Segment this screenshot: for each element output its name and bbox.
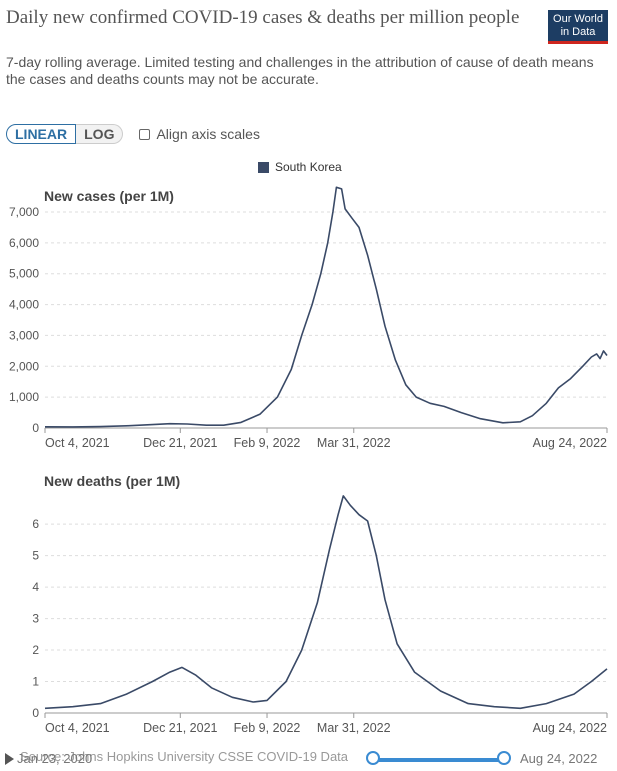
- y-tick-label: 3,000: [9, 328, 39, 342]
- y-tick-label: 4: [32, 580, 39, 594]
- panel-title: New cases (per 1M): [44, 188, 174, 204]
- timeline-start-date: Jan 23, 2020: [17, 751, 93, 766]
- scale-controls: LINEAR LOG Align axis scales: [6, 124, 260, 144]
- y-tick-label: 2,000: [9, 359, 39, 373]
- x-tick-label: Oct 4, 2021: [45, 436, 110, 450]
- logo-line-1: Our World: [553, 13, 603, 25]
- chart-subtitle: 7-day rolling average. Limited testing a…: [6, 54, 594, 87]
- timeline-end-date: Aug 24, 2022: [520, 751, 598, 766]
- y-tick-label: 1: [32, 675, 39, 689]
- y-tick-label: 0: [32, 706, 39, 720]
- x-tick-label: Mar 31, 2022: [317, 436, 391, 450]
- play-icon[interactable]: [5, 753, 14, 765]
- series-line-south-korea: [44, 495, 608, 710]
- timeline-start-handle[interactable]: [366, 751, 380, 765]
- source-text: Source: Johns Hopkins University CSSE CO…: [20, 749, 349, 764]
- x-tick-label: Dec 21, 2021: [143, 436, 217, 450]
- linear-scale-button[interactable]: LINEAR: [6, 124, 77, 144]
- legend[interactable]: South Korea: [258, 160, 342, 174]
- x-tick-label: Feb 9, 2022: [234, 436, 301, 450]
- timeline-track[interactable]: [372, 758, 504, 762]
- x-tick-label: Feb 9, 2022: [234, 721, 301, 735]
- y-tick-label: 5,000: [9, 267, 39, 281]
- panel-title: New deaths (per 1M): [44, 473, 180, 489]
- series-line-south-korea: [44, 186, 608, 428]
- y-tick-label: 0: [32, 421, 39, 435]
- x-tick-label: Oct 4, 2021: [45, 721, 110, 735]
- charts-area: New cases (per 1M) 0 1,000 2,000 3,000 4,000 5…: [9, 186, 608, 735]
- x-tick-label: Mar 31, 2022: [317, 721, 391, 735]
- chart-title: Daily new confirmed COVID-19 cases & dea…: [6, 7, 520, 28]
- y-tick-label: 3: [32, 612, 39, 626]
- footer-bar: Source: Johns Hopkins University CSSE CO…: [0, 748, 617, 771]
- timeline-end-handle[interactable]: [497, 751, 511, 765]
- align-axis-checkbox[interactable]: [139, 128, 151, 140]
- y-tick-label: 6,000: [9, 236, 39, 250]
- y-tick-label: 4,000: [9, 298, 39, 312]
- align-axis-scales-toggle[interactable]: Align axis scales: [139, 126, 260, 142]
- owid-logo[interactable]: Our World in Data: [548, 10, 608, 44]
- y-tick-label: 5: [32, 549, 39, 563]
- x-tick-label: Aug 24, 2022: [533, 436, 607, 450]
- log-scale-button[interactable]: LOG: [76, 124, 124, 144]
- align-axis-label: Align axis scales: [156, 126, 260, 142]
- y-tick-label: 1,000: [9, 390, 39, 404]
- legend-swatch: [258, 161, 269, 173]
- x-tick-label: Aug 24, 2022: [533, 721, 607, 735]
- x-tick-label: Dec 21, 2021: [143, 721, 217, 735]
- logo-line-2: in Data: [560, 26, 596, 38]
- legend-label: South Korea: [275, 160, 342, 174]
- y-tick-label: 7,000: [9, 205, 39, 219]
- y-tick-label: 6: [32, 517, 39, 531]
- y-tick-label: 2: [32, 643, 39, 657]
